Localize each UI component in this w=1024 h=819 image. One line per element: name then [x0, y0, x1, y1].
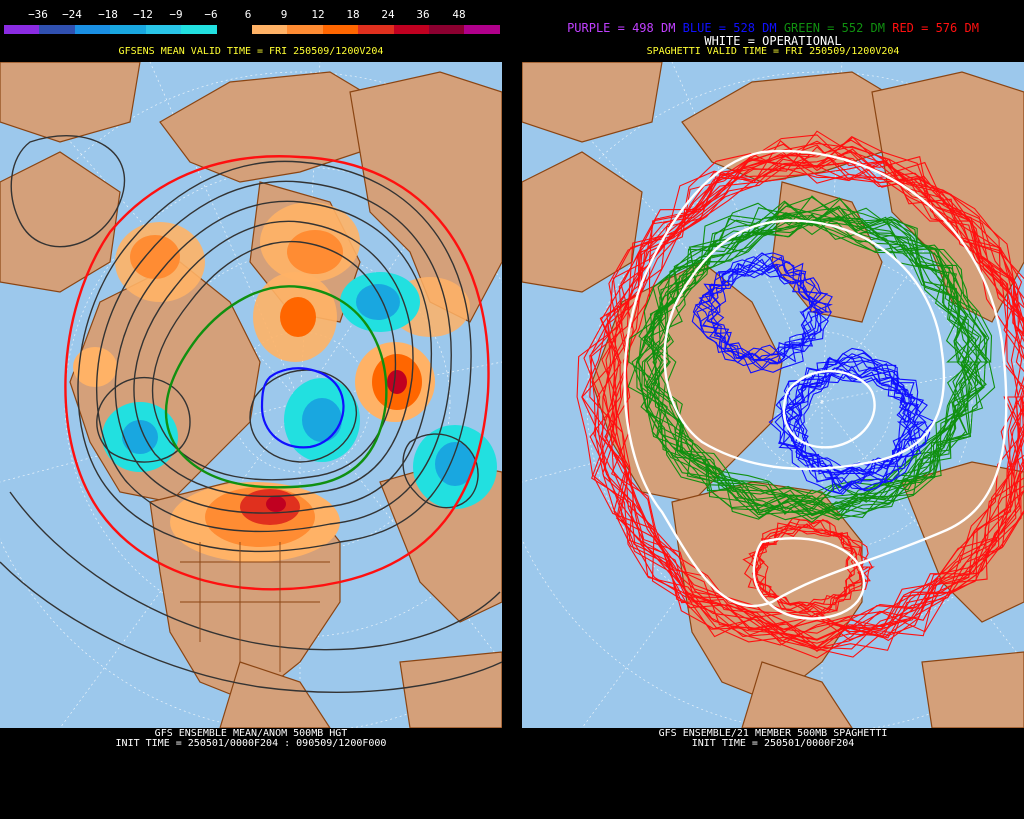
colorbar-label: 6 — [244, 8, 252, 21]
spaghetti-member-green — [650, 205, 982, 519]
spaghetti-member-blue — [775, 369, 936, 474]
central-america — [219, 661, 331, 728]
height-contours — [0, 135, 502, 693]
spaghetti-member-red — [593, 151, 1024, 641]
spaghetti-member-red — [604, 149, 1024, 641]
spaghetti-member-red — [576, 140, 1024, 646]
spaghetti-member-green — [654, 212, 968, 509]
spaghetti-member-blue — [706, 256, 819, 371]
spaghetti-member-red — [596, 146, 1024, 639]
mean-anomaly-map — [0, 62, 502, 728]
mean-anomaly-panel: −36 −24 −18 −12 −9 −6 6 9 12 18 24 36 48… — [0, 0, 502, 819]
polar-map-svg — [0, 62, 502, 728]
legend-white-operational: WHITE = OPERATIONAL — [704, 34, 842, 48]
colorbar-swatch — [358, 25, 394, 34]
colorbar-swatch — [181, 25, 217, 34]
spaghetti-member-green — [637, 207, 985, 521]
footer-title: GFS ENSEMBLE MEAN/ANOM 500MB HGT — [154, 728, 348, 739]
valid-time-title: GFSENS MEAN VALID TIME = FRI 250509/1200… — [118, 46, 384, 57]
colorbar-label: −18 — [98, 8, 118, 21]
colorbar-swatch — [322, 25, 359, 34]
colorbar-swatch — [74, 25, 111, 34]
us-state-borders — [180, 542, 330, 672]
colorbar-label: 18 — [346, 8, 360, 21]
colorbar-label: −36 — [28, 8, 48, 21]
spaghetti-member-blue — [713, 266, 813, 361]
spaghetti-map — [522, 62, 1024, 728]
spaghetti-member-red — [581, 139, 1024, 659]
spaghetti-map-svg — [522, 62, 1024, 728]
east-asia — [0, 151, 121, 293]
operational-white-contours — [623, 149, 1008, 620]
colorbar-swatch — [429, 25, 465, 34]
spaghetti-member-red — [758, 517, 854, 619]
spaghetti-member-blue — [774, 352, 927, 495]
colorbar-label: −9 — [169, 8, 183, 21]
contour-red-576 — [64, 155, 490, 591]
colorbar-label: 36 — [416, 8, 430, 21]
spaghetti-legend: PURPLE = 498 DM BLUE = 528 DM GREEN = 55… — [522, 22, 1024, 35]
colorbar-label: −12 — [133, 8, 153, 21]
legend-blue: BLUE = 528 DM — [682, 21, 777, 35]
spaghetti-member-green — [638, 197, 989, 521]
footer-init-time: INIT TIME = 250501/0000F204 : 090509/120… — [115, 738, 387, 749]
colorbar-swatch — [4, 25, 40, 34]
anomaly-colorbar — [4, 25, 500, 34]
spaghetti-member-red — [601, 150, 1024, 635]
spaghetti-panel: PURPLE = 498 DM BLUE = 528 DM GREEN = 55… — [522, 0, 1024, 819]
colorbar-labels: −36 −24 −18 −12 −9 −6 6 9 12 18 24 36 48 — [0, 8, 502, 22]
spaghetti-member-red — [754, 518, 855, 616]
spaghetti-member-blue — [768, 357, 931, 493]
spaghetti-member-blue — [787, 347, 918, 490]
colorbar-swatch — [216, 25, 252, 34]
spaghetti-member-red — [743, 523, 875, 610]
colorbar-label: 24 — [381, 8, 395, 21]
spaghetti-member-red — [605, 158, 1024, 642]
spaghetti-member-blue — [710, 258, 815, 364]
legend-purple: PURPLE = 498 DM — [567, 21, 676, 35]
colorbar-label: 12 — [311, 8, 325, 21]
contour-blue-528 — [260, 367, 345, 449]
colorbar-label: 9 — [280, 8, 288, 21]
spaghetti-member-blue — [691, 252, 830, 374]
colorbar-label: −6 — [204, 8, 218, 21]
spaghetti-member-blue — [696, 263, 827, 358]
spaghetti-member-red — [612, 168, 1024, 644]
colorbar-swatch — [393, 25, 430, 34]
spaghetti-footer-title: GFS ENSEMBLE/21 MEMBER 500MB SPAGHETTI — [658, 728, 888, 739]
legend-red: RED = 576 DM — [892, 21, 979, 35]
colorbar-label: 48 — [452, 8, 466, 21]
contour-green-552 — [164, 285, 388, 489]
spaghetti-member-red — [742, 520, 873, 616]
spaghetti-member-red — [754, 521, 865, 613]
colorbar-swatch — [287, 25, 323, 34]
panel-divider — [502, 0, 522, 819]
spaghetti-blue-528 — [691, 252, 936, 495]
spaghetti-member-red — [589, 134, 1024, 658]
africa — [399, 651, 502, 728]
spaghetti-member-green — [638, 213, 984, 500]
spaghetti-member-blue — [782, 374, 921, 473]
legend-green: GREEN = 552 DM — [783, 21, 885, 35]
colorbar-swatch — [39, 25, 75, 34]
colorbar-swatch — [464, 25, 500, 34]
spaghetti-red-576 — [576, 130, 1024, 659]
spaghetti-member-green — [649, 205, 988, 516]
colorbar-label: −24 — [62, 8, 82, 21]
colorbar-swatch — [110, 25, 146, 34]
spaghetti-member-blue — [785, 370, 924, 476]
colorbar-swatch — [251, 25, 288, 34]
china — [0, 62, 141, 143]
spaghetti-valid-time: SPAGHETTI VALID TIME = FRI 250509/1200V2… — [646, 46, 900, 57]
spaghetti-member-blue — [703, 256, 822, 367]
spaghetti-footer-init-time: INIT TIME = 250501/0000F204 — [691, 738, 855, 749]
spaghetti-member-red — [583, 153, 1024, 648]
colorbar-swatch — [145, 25, 182, 34]
